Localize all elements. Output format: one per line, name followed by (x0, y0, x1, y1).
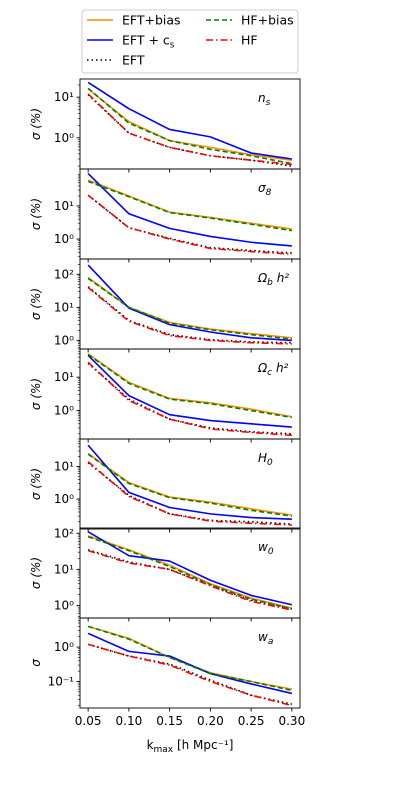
y-tick-label: 10² (54, 267, 74, 281)
series-line-hf-bias (87, 453, 292, 517)
y-tick-label: 10⁰ (54, 404, 74, 418)
series-line-eft-c-s (87, 444, 292, 520)
panel-8: 10⁰ 10¹ σ8​ σ (%) (29, 168, 301, 263)
panel-c-h: 10⁰ 10¹ Ωc​ h² σ (%) (29, 348, 301, 443)
panel-label: wa​ (258, 630, 273, 647)
x-tick-label: 0.15 (156, 714, 183, 728)
series-line-eft-c-s (87, 264, 292, 342)
series-line-hf-bias (87, 277, 292, 340)
panel-label: Ωc​ h² (257, 361, 289, 378)
series-line-hf-bias (87, 353, 292, 419)
x-axis-label: kmax​ [h Mpc⁻¹] (147, 738, 234, 755)
legend: EFT+bias EFT + cs​ EFT HF+bias HF (81, 9, 299, 74)
y-axis-label: σ (29, 659, 43, 667)
y-tick-label: 10¹ (54, 300, 74, 314)
x-tick-label: 0.10 (116, 714, 143, 728)
series-line-eft-bias (87, 88, 292, 161)
series-line-hf (87, 461, 292, 526)
x-axis: 0.05 0.10 0.15 0.20 0.25 0.30 kmax​ [h Mpc⁻¹] (75, 714, 305, 755)
y-tick-label: 10⁰ (54, 598, 74, 612)
series-line-eft-c-s (87, 632, 293, 695)
series-line-hf-bias (87, 536, 293, 610)
panel-w-0: 10⁰ 10¹ 10² w0​ σ (%) (29, 526, 301, 622)
y-tick-label: 10⁰ (54, 640, 74, 654)
y-tick-label: 10² (54, 526, 74, 540)
panel-b-h: 10⁰ 10¹ 10² Ωb​ h² σ (%) (29, 258, 301, 353)
panels: 10⁰ 10¹ ns​ σ (%) 10⁰ 10¹ σ8​ σ (%) 10⁰ 10¹ 10² Ωb​… (29, 78, 301, 712)
y-axis-label: σ (%) (29, 557, 43, 589)
series-line-hf (87, 643, 293, 707)
y-tick-label: 10⁰ (54, 131, 74, 145)
panel-label: σ8​ (258, 181, 272, 198)
y-axis-label: σ (%) (29, 288, 43, 320)
legend-label-eft-c-s: EFT + cs​ (122, 33, 175, 51)
x-tick-label: 0.05 (75, 714, 102, 728)
legend-label-hf: HF (241, 33, 258, 48)
x-tick-label: 0.20 (197, 714, 224, 728)
series-line-hf (87, 549, 293, 611)
y-tick-label: 10⁰ (54, 232, 74, 246)
axes-frame (79, 617, 301, 709)
panel-h-0: 10⁰ 10¹ H0​ σ (%) (29, 438, 301, 533)
y-tick-label: 10¹ (54, 562, 74, 576)
y-tick-label: 10⁰ (54, 492, 74, 506)
panel-n-s: 10⁰ 10¹ ns​ σ (%) (29, 78, 301, 173)
legend-box (81, 9, 299, 74)
series-line-eft-c-s (87, 354, 292, 428)
series-line-hf (87, 361, 292, 437)
series-line-hf-bias (87, 87, 293, 165)
panel-label: ns​ (258, 91, 271, 108)
series-line-hf (87, 93, 292, 166)
y-axis-label: σ (%) (29, 378, 43, 410)
series-line-hf (87, 286, 292, 345)
legend-label-eft: EFT (122, 53, 145, 68)
y-axis-label: σ (%) (29, 108, 43, 140)
x-tick-label: 0.30 (278, 714, 305, 728)
series-line-eft (87, 286, 292, 344)
legend-label-hf-bias: HF+bias (241, 13, 294, 28)
panel-w-a: 10⁻¹ 10⁰ wa​ σ (29, 617, 301, 712)
series-line-hf-bias (87, 625, 293, 692)
series-line-eft-bias (87, 535, 293, 609)
panel-label: w0​ (258, 540, 274, 557)
panel-label: H0​ (258, 451, 273, 468)
y-tick-label: 10¹ (54, 199, 74, 213)
series-line-hf-bias (87, 180, 292, 232)
series-line-eft (87, 462, 292, 525)
y-axis-label: σ (%) (29, 468, 43, 500)
axes-frame (79, 438, 301, 530)
y-tick-label: 10¹ (54, 459, 74, 473)
series-line-eft-c-s (87, 531, 293, 606)
y-tick-label: 10¹ (54, 90, 74, 104)
y-axis-label: σ (%) (29, 198, 43, 230)
y-tick-label: 10⁻¹ (48, 675, 75, 689)
x-tick-label: 0.25 (238, 714, 265, 728)
y-tick-label: 10⁰ (54, 333, 74, 347)
panel-label: Ωb​ h² (257, 271, 289, 288)
y-tick-label: 10¹ (54, 370, 74, 384)
series-line-eft-c-s (87, 81, 292, 160)
series-line-eft-c-s (87, 172, 292, 247)
legend-label-eft-bias: EFT+bias (122, 13, 181, 28)
